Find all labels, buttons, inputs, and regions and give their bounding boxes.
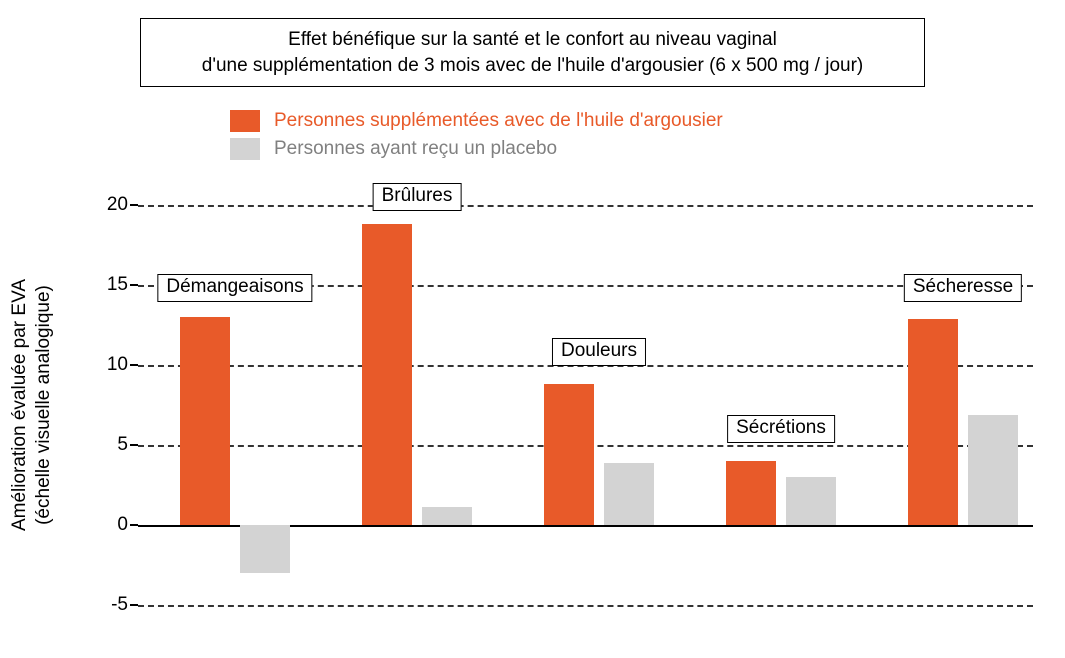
y-tick-mark	[130, 204, 138, 206]
y-tick-label: 10	[88, 354, 128, 376]
y-tick-label: 20	[88, 194, 128, 216]
bar-placebo	[604, 463, 654, 525]
gridline	[138, 205, 1033, 207]
bar-argousier	[180, 317, 230, 525]
bar-argousier	[362, 224, 412, 525]
y-tick-label: 15	[88, 274, 128, 296]
plot-area: -505101520DémangeaisonsBrûluresDouleursS…	[138, 205, 1033, 605]
category-label: Douleurs	[552, 338, 646, 366]
bar-argousier	[908, 319, 958, 525]
bar-placebo	[968, 415, 1018, 525]
category-label: Sécrétions	[727, 415, 835, 443]
y-axis-title-line1: Amélioration évaluée par EVA	[9, 279, 30, 531]
legend-label-placebo: Personnes ayant reçu un placebo	[274, 138, 557, 160]
y-tick-mark	[130, 604, 138, 606]
legend-swatch-placebo	[230, 138, 260, 160]
chart-title-line2: d'une supplémentation de 3 mois avec de …	[202, 55, 863, 76]
y-tick-label: -5	[88, 594, 128, 616]
y-tick-mark	[130, 524, 138, 526]
bar-argousier	[544, 384, 594, 525]
y-tick-mark	[130, 364, 138, 366]
y-axis-title: Amélioration évaluée par EVA (échelle vi…	[8, 225, 56, 585]
category-label: Sécheresse	[904, 274, 1022, 302]
y-axis-title-line2: (échelle visuelle analogique)	[33, 285, 54, 525]
bar-placebo	[240, 525, 290, 573]
legend-swatch-argousier	[230, 110, 260, 132]
y-tick-mark	[130, 444, 138, 446]
category-label: Brûlures	[373, 183, 462, 211]
category-label: Démangeaisons	[157, 274, 312, 302]
bar-placebo	[422, 507, 472, 525]
chart-title-box: Effet bénéfique sur la santé et le confo…	[140, 18, 925, 87]
y-tick-label: 5	[88, 434, 128, 456]
bar-placebo	[786, 477, 836, 525]
legend-item-placebo: Personnes ayant reçu un placebo	[230, 138, 723, 160]
gridline	[138, 605, 1033, 607]
chart-area: -505101520DémangeaisonsBrûluresDouleursS…	[88, 195, 1048, 625]
chart-title-line1: Effet bénéfique sur la santé et le confo…	[288, 29, 777, 50]
legend-item-argousier: Personnes supplémentées avec de l'huile …	[230, 110, 723, 132]
bar-argousier	[726, 461, 776, 525]
y-tick-mark	[130, 284, 138, 286]
legend: Personnes supplémentées avec de l'huile …	[230, 110, 723, 166]
y-tick-label: 0	[88, 514, 128, 536]
legend-label-argousier: Personnes supplémentées avec de l'huile …	[274, 110, 723, 132]
